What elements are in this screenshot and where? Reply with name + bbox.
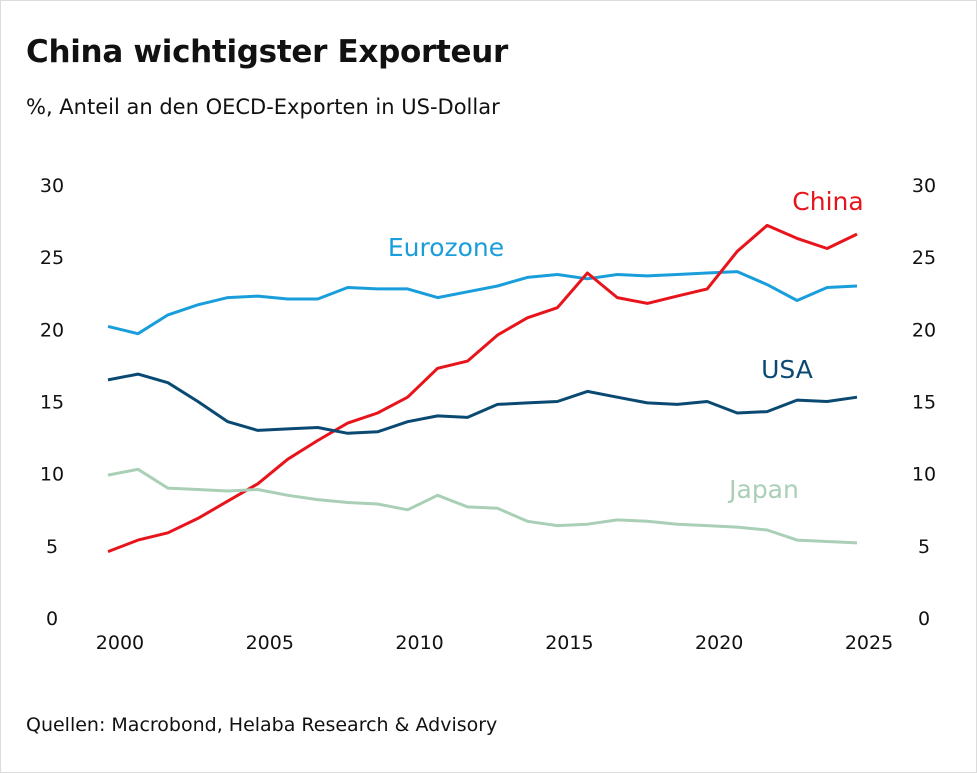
y-tick-right-label: 25: [912, 247, 936, 269]
x-tick-label: 2015: [545, 632, 593, 654]
x-tick-label: 2020: [695, 632, 743, 654]
chart-subtitle: %, Anteil an den OECD-Exporten in US-Dol…: [26, 95, 500, 119]
x-tick-label: 2025: [845, 632, 893, 654]
series-lines: [107, 223, 858, 554]
series-labels: Eurozone China USA Japan: [388, 187, 864, 504]
y-tick-left-label: 25: [40, 247, 64, 269]
y-tick-left-label: 30: [40, 175, 64, 197]
x-axis: 2000 2005 2010 2015 2020 2025: [96, 632, 893, 654]
series-line-japan: [107, 467, 858, 545]
series-line-eurozone: [107, 270, 858, 336]
x-tick-label: 2000: [96, 632, 144, 654]
x-tick-label: 2005: [246, 632, 294, 654]
x-tick-label: 2010: [395, 632, 443, 654]
y-axis-right: 0 5 10 15 20 25 30: [912, 175, 936, 630]
series-label-china: China: [792, 187, 863, 216]
chart-title: China wichtigster Exporteur: [26, 34, 508, 70]
y-tick-left-label: 20: [40, 319, 64, 341]
y-tick-left-label: 5: [46, 536, 58, 558]
series-label-usa: USA: [761, 355, 813, 384]
series-line-usa: [107, 372, 858, 435]
y-tick-right-label: 20: [912, 319, 936, 341]
source-note: Quellen: Macrobond, Helaba Research & Ad…: [26, 714, 498, 736]
series-label-eurozone: Eurozone: [388, 233, 504, 262]
y-tick-left-label: 10: [40, 464, 64, 486]
y-axis-left: 0 5 10 15 20 25 30: [40, 175, 64, 630]
y-tick-right-label: 5: [918, 536, 930, 558]
series-line-china: [107, 223, 858, 554]
y-tick-right-label: 15: [912, 392, 936, 414]
y-tick-left-label: 15: [40, 392, 64, 414]
y-tick-left-label: 0: [46, 608, 58, 630]
y-tick-right-label: 0: [918, 608, 930, 630]
series-label-japan: Japan: [727, 475, 799, 504]
y-tick-right-label: 10: [912, 464, 936, 486]
y-tick-right-label: 30: [912, 175, 936, 197]
